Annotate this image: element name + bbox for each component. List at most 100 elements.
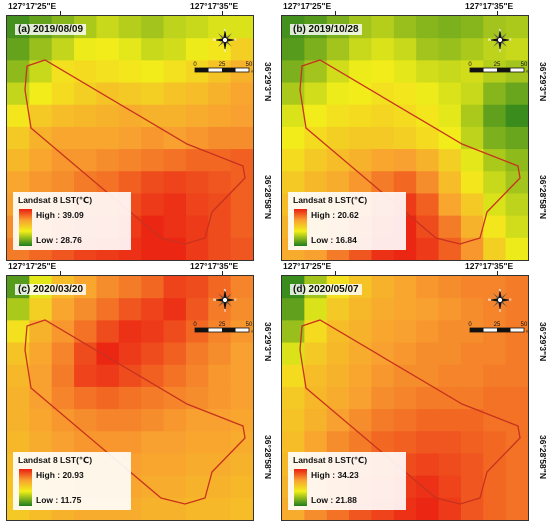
lst-cell — [505, 215, 528, 239]
lst-cell — [208, 126, 232, 150]
lst-cell — [304, 298, 328, 321]
lst-cell — [163, 475, 187, 499]
lst-cell — [371, 149, 395, 172]
color-ramp-icon — [19, 469, 32, 506]
lst-cell — [51, 409, 75, 432]
lst-cell — [51, 364, 75, 388]
lst-cell — [74, 386, 98, 410]
lst-cell — [416, 237, 440, 260]
lst-cell — [163, 171, 187, 195]
lst-cell — [141, 298, 165, 321]
lst-cell — [29, 342, 53, 366]
lst-cell — [141, 104, 165, 128]
lst-cell — [483, 237, 507, 260]
lst-cell — [74, 126, 98, 150]
lst-cell — [371, 276, 395, 299]
lst-cell — [416, 386, 440, 410]
lst-cell — [282, 60, 305, 84]
lst-cell — [96, 60, 120, 84]
lst-cell — [505, 497, 528, 520]
lst-cell — [208, 237, 232, 260]
lst-cell — [230, 475, 253, 499]
lst-cell — [230, 409, 253, 432]
lst-cell — [163, 320, 187, 344]
lst-cell — [230, 431, 253, 455]
lst-cell — [208, 386, 232, 410]
lst-cell — [230, 149, 253, 172]
lst-cell — [51, 431, 75, 455]
lst-cell — [163, 298, 187, 321]
lst-cell — [505, 149, 528, 172]
lst-cell — [371, 60, 395, 84]
lst-cell — [282, 342, 305, 366]
color-ramp-icon — [294, 469, 307, 506]
lst-cell — [7, 149, 30, 172]
lst-cell — [230, 237, 253, 260]
lst-cell — [326, 298, 350, 321]
lst-cell — [371, 342, 395, 366]
lst-cell — [230, 82, 253, 106]
lst-cell — [7, 104, 30, 128]
lst-cell — [393, 386, 417, 410]
lst-cell — [74, 149, 98, 172]
lst-cell — [349, 38, 373, 61]
lst-cell — [349, 364, 373, 388]
lst-cell — [326, 60, 350, 84]
map-panel-b: 127°17'25"E 127°17'35"E (b) 2019/10/28 N… — [275, 0, 550, 261]
color-ramp-icon — [19, 209, 32, 246]
lst-cell — [349, 386, 373, 410]
lst-cell — [96, 38, 120, 61]
lst-cell — [349, 342, 373, 366]
lst-cell — [141, 193, 165, 217]
lst-cell — [326, 409, 350, 432]
lst-cell — [185, 193, 209, 217]
compass-letter: S — [224, 49, 227, 52]
lst-cell — [96, 364, 120, 388]
lst-cell — [118, 16, 142, 39]
lst-cell — [118, 276, 142, 299]
north-arrow-icon: N E S W — [213, 288, 237, 312]
lst-cell — [416, 16, 440, 39]
scale-label: 0 — [468, 62, 472, 68]
lst-cell — [460, 364, 484, 388]
lst-cell — [393, 364, 417, 388]
lst-cell — [393, 276, 417, 299]
lst-cell — [505, 126, 528, 150]
lst-cell — [282, 149, 305, 172]
lst-cell — [96, 16, 120, 39]
lst-cell — [141, 60, 165, 84]
lst-cell — [460, 386, 484, 410]
lst-cell — [118, 149, 142, 172]
lst-cell — [163, 149, 187, 172]
lst-cell — [118, 60, 142, 84]
compass-letter: S — [499, 309, 502, 312]
lst-cell — [371, 431, 395, 455]
lst-cell — [29, 431, 53, 455]
lst-cell — [51, 60, 75, 84]
lst-cell — [304, 171, 328, 195]
legend-high: High : 39.09 — [36, 210, 84, 220]
lst-cell — [304, 320, 328, 344]
lst-cell — [326, 104, 350, 128]
lst-cell — [208, 364, 232, 388]
lst-cell — [118, 104, 142, 128]
lst-cell — [438, 38, 462, 61]
lst-cell — [304, 386, 328, 410]
compass-letter: N — [224, 288, 227, 292]
lst-cell — [118, 364, 142, 388]
lst-cell — [438, 342, 462, 366]
lst-cell — [230, 342, 253, 366]
lst-cell — [460, 237, 484, 260]
lst-cell — [163, 276, 187, 299]
lst-cell — [230, 171, 253, 195]
lst-cell — [7, 320, 30, 344]
lst-cell — [438, 149, 462, 172]
scale-label: 25 — [494, 322, 501, 328]
legend-title: Landsat 8 LST(℃) — [18, 195, 93, 205]
lst-cell — [393, 431, 417, 455]
lst-cell — [349, 104, 373, 128]
lst-cell — [141, 364, 165, 388]
lst-cell — [438, 276, 462, 299]
lst-cell — [438, 320, 462, 344]
lst-cell — [304, 431, 328, 455]
